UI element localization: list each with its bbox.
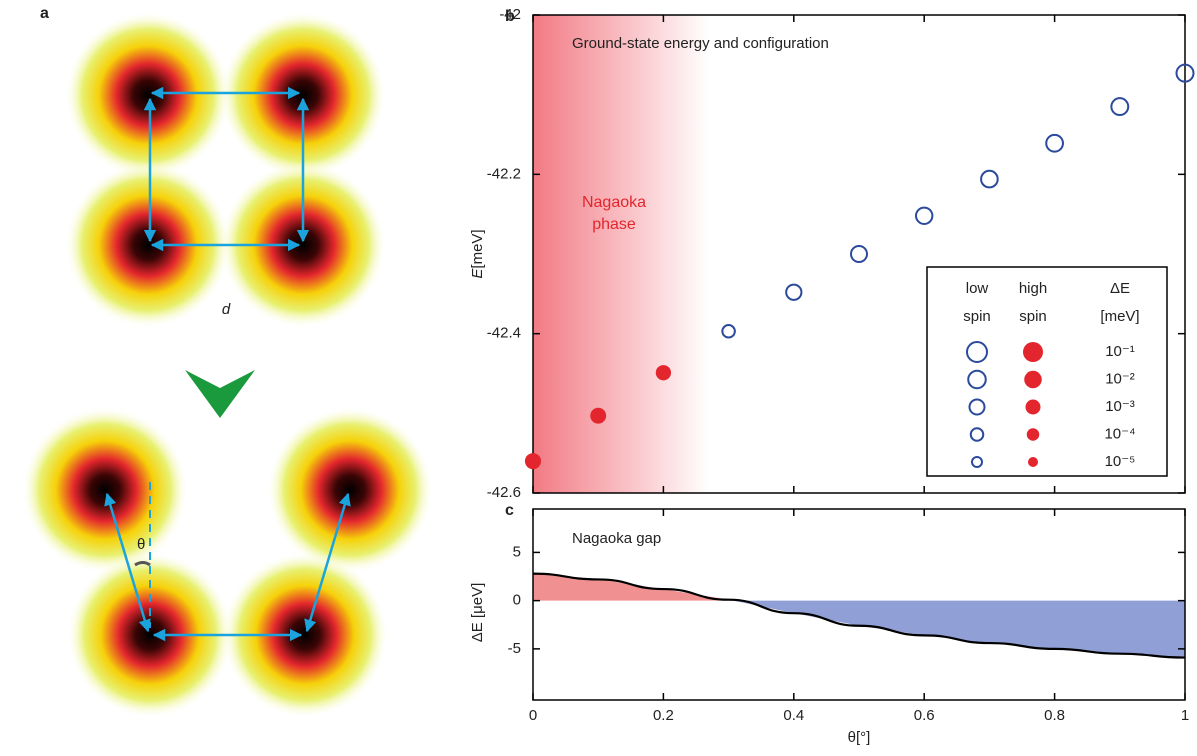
panel-label: a bbox=[40, 5, 49, 22]
hopping-arrows bbox=[104, 86, 351, 642]
chart-title: Ground-state energy and configuration bbox=[572, 35, 829, 52]
negative-area bbox=[733, 600, 1185, 658]
legend-label: 10⁻⁵ bbox=[1105, 453, 1136, 470]
y-tick-label: -42 bbox=[499, 6, 521, 23]
legend: low spin high spin ΔE [meV] 10⁻¹ 10⁻² 10⁻³ 10⁻⁴ 10… bbox=[926, 266, 1168, 477]
point bbox=[1110, 97, 1130, 117]
orbitals bbox=[23, 13, 432, 717]
y-label-symbol: E bbox=[469, 268, 486, 279]
legend-header: ΔE bbox=[1110, 280, 1130, 297]
plot-frame bbox=[532, 508, 1186, 701]
legend-marker bbox=[1024, 370, 1042, 389]
angle-arc bbox=[134, 561, 151, 567]
distance-label: d bbox=[222, 301, 231, 318]
panel-label: c bbox=[505, 502, 514, 519]
orbital bbox=[268, 408, 432, 572]
y-tick-label: -42.4 bbox=[487, 325, 521, 342]
chart-title: Nagaoka gap bbox=[572, 530, 661, 547]
legend-header: low bbox=[966, 280, 989, 297]
plots: b-42 -42.2 -42.4 -42.6 Ground-state energy a… bbox=[469, 6, 1195, 746]
arrow bbox=[304, 492, 351, 633]
legend-marker bbox=[1028, 457, 1038, 467]
y-axis-label: E[meV] bbox=[469, 229, 486, 278]
orbital bbox=[66, 163, 230, 327]
angle-label: θ bbox=[137, 536, 145, 553]
panel-a: a θ d bbox=[23, 5, 432, 717]
legend-marker bbox=[1025, 399, 1041, 415]
transition-arrow bbox=[185, 370, 255, 418]
point bbox=[850, 245, 868, 263]
orbital bbox=[23, 408, 187, 572]
legend-marker bbox=[971, 456, 983, 468]
point bbox=[1045, 133, 1064, 153]
x-tick-label: 0.6 bbox=[914, 707, 935, 724]
x-tick-label: 0 bbox=[529, 707, 537, 724]
x-axis-label: θ[°] bbox=[848, 729, 871, 746]
x-tick-label: 0.4 bbox=[783, 707, 804, 724]
point bbox=[590, 407, 607, 424]
orbital bbox=[221, 13, 385, 177]
y-tick-label: 5 bbox=[513, 543, 521, 560]
legend-marker bbox=[967, 369, 987, 390]
legend-label: 10⁻² bbox=[1105, 370, 1135, 387]
legend-marker bbox=[1026, 428, 1040, 441]
legend-marker bbox=[966, 341, 988, 363]
point bbox=[915, 206, 934, 225]
legend-header: spin bbox=[963, 308, 991, 325]
legend-header: [meV] bbox=[1100, 308, 1139, 325]
y-axis-label: ΔE [μeV] bbox=[469, 583, 486, 643]
point bbox=[524, 453, 542, 470]
point bbox=[1175, 63, 1195, 83]
legend-label: 10⁻³ bbox=[1105, 398, 1135, 415]
x-tick-label: 1 bbox=[1181, 707, 1189, 724]
point bbox=[655, 365, 672, 381]
y-tick-label: -42.6 bbox=[487, 484, 521, 501]
x-tick-label: 0.2 bbox=[653, 707, 674, 724]
panel-label: b bbox=[505, 8, 515, 25]
plot-frame bbox=[532, 14, 1186, 494]
nagaoka-region bbox=[533, 15, 710, 493]
y-tick-label: -5 bbox=[508, 640, 521, 657]
point bbox=[785, 283, 803, 301]
legend-marker bbox=[969, 427, 985, 442]
point bbox=[980, 169, 999, 189]
y-tick-label: -42.2 bbox=[487, 165, 521, 182]
legend-marker bbox=[968, 398, 986, 416]
legend-marker bbox=[1023, 342, 1043, 362]
y-label-unit: [meV] bbox=[469, 229, 486, 268]
legend-label: 10⁻⁴ bbox=[1104, 425, 1135, 442]
orbital bbox=[66, 13, 230, 177]
legend-box bbox=[926, 266, 1168, 477]
point bbox=[721, 324, 736, 339]
legend-header: high bbox=[1019, 280, 1047, 297]
legend-label: 10⁻¹ bbox=[1105, 343, 1135, 360]
positive-area bbox=[533, 573, 734, 601]
orbital bbox=[221, 163, 385, 327]
x-tick-label: 0.8 bbox=[1044, 707, 1065, 724]
legend-header: spin bbox=[1019, 308, 1047, 325]
gap-line bbox=[532, 572, 1186, 659]
annotation: Nagaoka bbox=[582, 194, 646, 211]
y-tick-label: 0 bbox=[513, 592, 521, 609]
annotation: phase bbox=[592, 216, 636, 233]
arrow bbox=[104, 492, 151, 633]
